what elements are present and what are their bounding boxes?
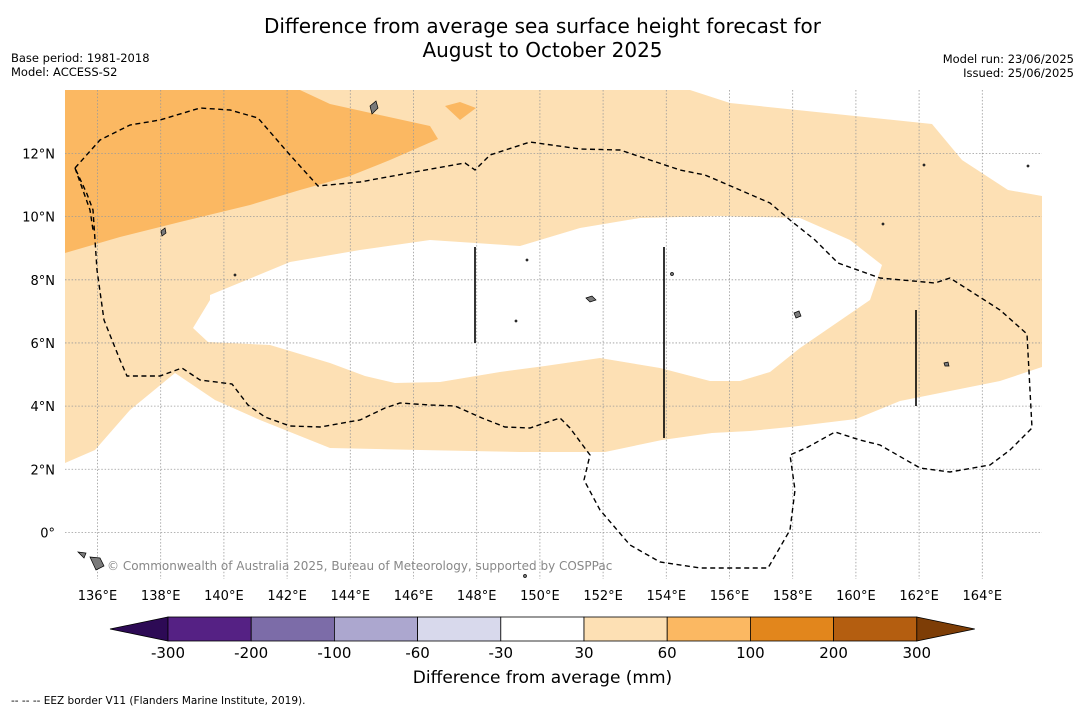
colorbar-segment	[500, 616, 585, 642]
lon-tick-label: 150°E	[520, 589, 560, 604]
land-new-guinea-coast	[89, 556, 105, 571]
colorbar-tick-label: -300	[151, 644, 185, 662]
lat-tick-label: 2°N	[31, 463, 56, 478]
lon-tick-label: 160°E	[836, 589, 876, 604]
lat-tick-label: 8°N	[31, 274, 56, 289]
land-atoll	[514, 319, 518, 323]
lon-tick-label: 138°E	[141, 589, 181, 604]
lon-tick-label: 146°E	[394, 589, 434, 604]
issued-date: Issued: 25/06/2025	[963, 66, 1074, 80]
colorbar-tick-label: 300	[902, 644, 931, 662]
colorbar-tick-label: -200	[234, 644, 268, 662]
land-yap	[160, 227, 167, 237]
zone-boundary-lines	[474, 247, 917, 438]
colorbar-segment	[167, 616, 252, 642]
footnote: -- -- -- EEZ border V11 (Flanders Marine…	[11, 695, 306, 707]
land-guam	[369, 100, 379, 115]
title-line-2: August to October 2025	[422, 38, 663, 62]
lon-tick-label: 152°E	[583, 589, 623, 604]
lon-tick-label: 136°E	[78, 589, 118, 604]
land-atoll	[881, 222, 885, 226]
gridlines	[65, 90, 1042, 579]
colorbar-tick-label: -30	[489, 644, 514, 662]
anomaly-60-100-island-patch	[445, 102, 476, 120]
lon-tick-label: 148°E	[457, 589, 497, 604]
lat-tick-label: 12°N	[22, 148, 55, 163]
land-atoll	[670, 272, 674, 276]
latitude-labels: 12°N 10°N 8°N 6°N 4°N 2°N 0°	[22, 148, 55, 542]
land-islet	[77, 551, 87, 559]
title-line-1: Difference from average sea surface heig…	[263, 14, 822, 38]
lat-tick-label: 6°N	[31, 337, 56, 352]
colorbar-segment	[250, 616, 335, 642]
land-masses	[77, 100, 1030, 578]
land-atoll	[1026, 164, 1030, 168]
meta-right: Model run: 23/06/2025 Issued: 25/06/2025	[943, 52, 1074, 80]
colorbar-tick-label: 60	[658, 644, 677, 662]
lon-tick-label: 144°E	[331, 589, 371, 604]
colorbar-tick-label: 30	[574, 644, 593, 662]
model-run: Model run: 23/06/2025	[942, 52, 1074, 66]
anomaly-60-100-region	[65, 90, 438, 253]
colorbar-tick-label: 200	[819, 644, 848, 662]
eez-border-inner-west	[74, 167, 94, 231]
meta-left: Base period: 1981-2018 Model: ACCESS-S2	[11, 51, 150, 79]
lon-tick-label: 154°E	[647, 589, 687, 604]
land-chuuk	[585, 295, 597, 303]
lon-tick-label: 156°E	[710, 589, 750, 604]
anomaly-neutral-region	[193, 216, 882, 383]
land-kosrae	[943, 361, 950, 367]
lon-tick-label: 142°E	[267, 589, 307, 604]
colorbar-segment	[666, 616, 751, 642]
lat-tick-label: 0°	[40, 526, 55, 541]
map-credit: © Commonwealth of Australia 2025, Bureau…	[107, 559, 612, 573]
colorbar-tick-label: 100	[736, 644, 765, 662]
colorbar-extend-low	[109, 616, 169, 642]
colorbar-tick-label: -100	[317, 644, 351, 662]
lat-tick-label: 10°N	[22, 211, 55, 226]
eez-border-palau-fsm-west	[74, 107, 1033, 569]
base-period: Base period: 1981-2018	[11, 51, 150, 65]
colorbar-segment	[583, 616, 668, 642]
lon-tick-label: 158°E	[773, 589, 813, 604]
colorbar-segment	[417, 616, 502, 642]
lon-tick-label: 140°E	[204, 589, 244, 604]
model-name: Model: ACCESS-S2	[11, 65, 118, 79]
colorbar-segment	[333, 616, 418, 642]
map-panel: 136°E 138°E 140°E 142°E 144°E 146°E 148°E 150°E…	[22, 90, 1042, 604]
lon-tick-label: 164°E	[963, 589, 1003, 604]
chart-title: Difference from average sea surface heig…	[0, 14, 1085, 62]
colorbar-segment	[833, 616, 918, 642]
colorbar-tick-label: -60	[405, 644, 430, 662]
colorbar-extend-high	[916, 616, 975, 642]
colorbar-title: Difference from average (mm)	[412, 668, 673, 688]
land-atoll	[525, 258, 529, 262]
land-pohnpei	[793, 310, 802, 319]
eez-borders	[74, 107, 1033, 569]
lat-tick-label: 4°N	[31, 400, 56, 415]
lon-tick-label: 162°E	[899, 589, 939, 604]
land-atoll	[523, 574, 527, 578]
colorbar: -300 -200 -100 -60 -30 30 60 100 200 300	[109, 616, 975, 662]
land-atoll	[922, 163, 926, 167]
colorbar-segment	[750, 616, 835, 642]
longitude-labels: 136°E 138°E 140°E 142°E 144°E 146°E 148°E 150°E…	[78, 589, 1002, 604]
land-atoll	[233, 273, 237, 277]
